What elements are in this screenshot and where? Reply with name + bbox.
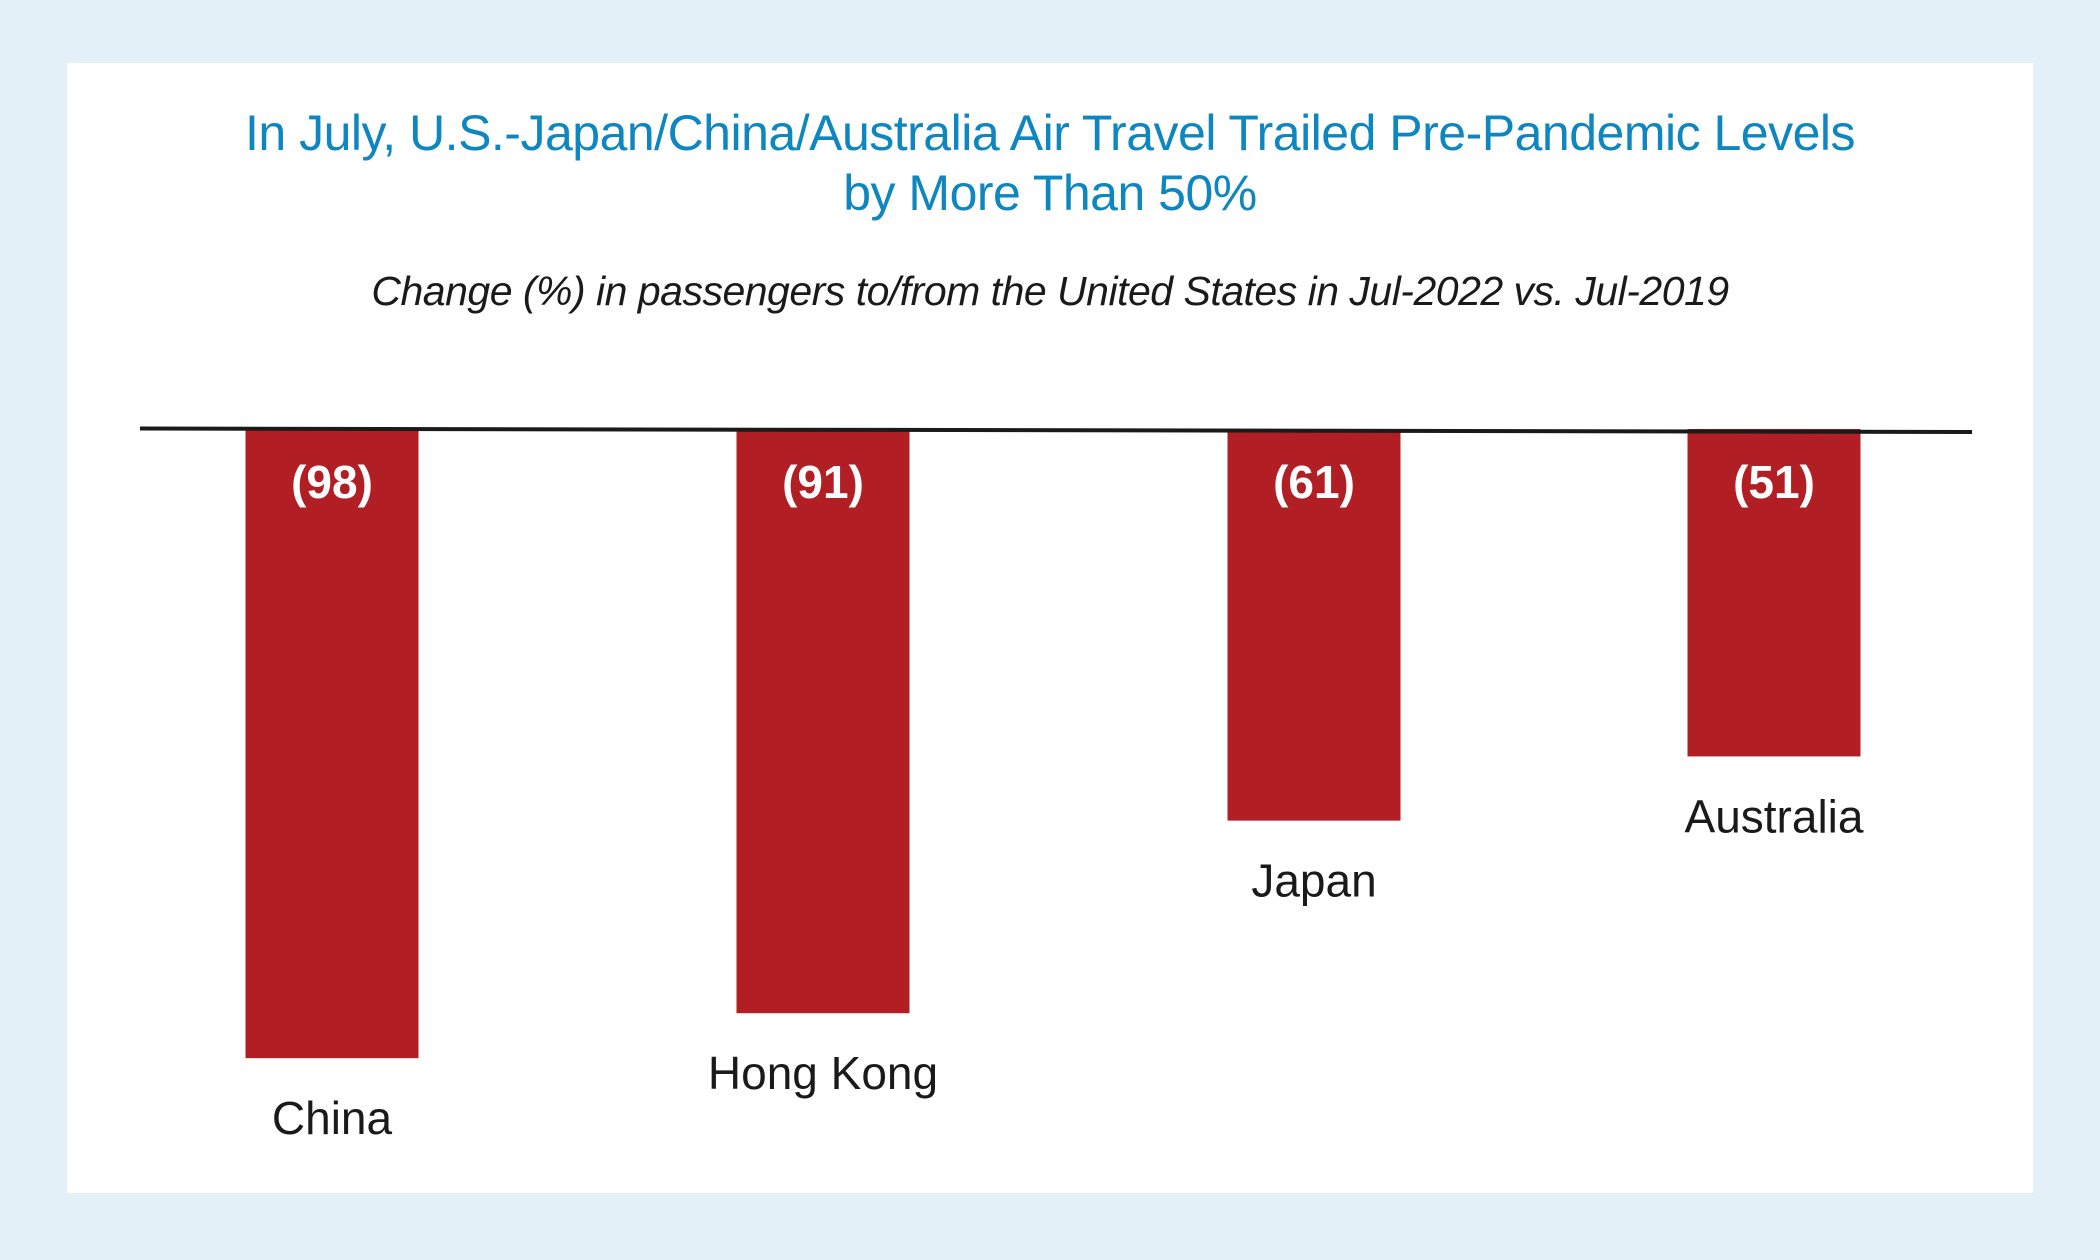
data-label: (91) xyxy=(782,456,864,508)
bar-japan xyxy=(1227,429,1401,821)
bar-china xyxy=(245,429,419,1059)
bar-chart: (98) China (91) Hong Kong (61) Japan (51) Austr… xyxy=(139,426,1973,1144)
data-label: (98) xyxy=(291,456,373,508)
zero-baseline xyxy=(139,426,1973,434)
category-label: Australia xyxy=(1685,790,1864,842)
category-label: Japan xyxy=(1251,855,1376,907)
chart-card: In July, U.S.-Japan/China/Australia Air … xyxy=(67,63,2033,1193)
category-label: Hong Kong xyxy=(708,1047,938,1099)
bar-australia xyxy=(1687,429,1861,757)
chart-title: In July, U.S.-Japan/China/Australia Air … xyxy=(67,103,2033,223)
data-label: (51) xyxy=(1733,456,1815,508)
category-label: China xyxy=(272,1092,393,1144)
bar-hong-kong xyxy=(736,429,910,1014)
chart-title-line-1: In July, U.S.-Japan/China/Australia Air … xyxy=(244,105,1856,161)
chart-title-line-2: by More Than 50% xyxy=(843,165,1257,221)
data-label: (61) xyxy=(1273,456,1355,508)
chart-subtitle: Change (%) in passengers to/from the Uni… xyxy=(371,268,1729,314)
